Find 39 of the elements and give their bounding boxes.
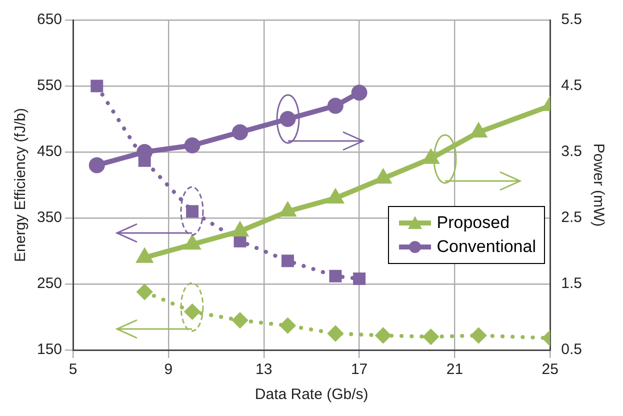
x-tick-label: 17 [350,361,368,378]
y-tick-label: 650 [36,11,62,28]
point [88,157,105,174]
y-tick-label: 250 [36,275,62,292]
y2-tick-label: 1.5 [561,275,582,292]
point [184,137,200,154]
point [90,80,104,92]
y2-tick-label: 4.5 [561,77,582,94]
y-tick-label: 150 [36,341,62,358]
point [137,284,152,300]
y2-tick-label: 5.5 [561,11,582,28]
y2-tick-label: 3.5 [561,143,582,160]
y-tick-label: 350 [36,209,62,226]
point [232,124,248,140]
y-axis-title: Energy Efficiency (fJ/b) [12,108,30,262]
y-tick-label: 450 [36,143,62,160]
point [423,329,438,344]
x-tick-label: 21 [446,361,464,378]
point [281,254,294,268]
point [351,84,368,101]
x-axis-title: Data Rate (Gb/s) [254,386,368,404]
y2-tick-label: 2.5 [561,209,582,226]
x-tick-label: 5 [68,361,78,378]
y2-tick-label: 0.5 [561,341,582,358]
point [328,326,343,341]
point [329,270,342,282]
x-tick-label: 25 [542,361,558,378]
y-tick-label: 550 [36,77,62,94]
point [353,272,366,285]
x-tick-label: 13 [256,361,272,378]
point [471,328,486,343]
point [280,318,296,334]
legend-label: Proposed [436,212,510,234]
x-tick-label: 9 [164,361,173,378]
y2-axis-title: Power (mW) [590,143,607,227]
point [327,98,344,114]
point [232,312,248,328]
point [376,328,391,343]
legend-label: Conventional [436,236,536,258]
